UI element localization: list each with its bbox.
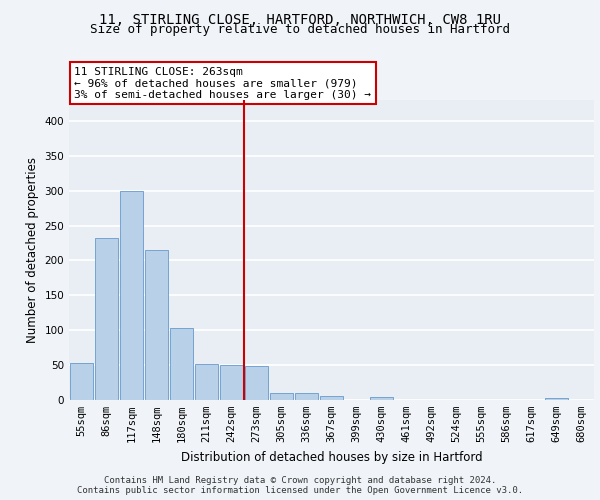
X-axis label: Distribution of detached houses by size in Hartford: Distribution of detached houses by size … [181, 450, 482, 464]
Bar [145, 250, 168, 400]
Bar [320, 396, 343, 400]
Bar [220, 365, 243, 400]
Text: 11 STIRLING CLOSE: 263sqm
← 96% of detached houses are smaller (979)
3% of semi-: 11 STIRLING CLOSE: 263sqm ← 96% of detac… [74, 67, 371, 100]
Bar [245, 366, 268, 400]
Bar [170, 328, 193, 400]
Bar [270, 393, 293, 400]
Bar [120, 190, 143, 400]
Bar [545, 398, 568, 400]
Y-axis label: Number of detached properties: Number of detached properties [26, 157, 39, 343]
Bar [95, 238, 118, 400]
Bar [195, 364, 218, 400]
Text: 11, STIRLING CLOSE, HARTFORD, NORTHWICH, CW8 1RU: 11, STIRLING CLOSE, HARTFORD, NORTHWICH,… [99, 12, 501, 26]
Bar [295, 393, 318, 400]
Text: Contains HM Land Registry data © Crown copyright and database right 2024.
Contai: Contains HM Land Registry data © Crown c… [77, 476, 523, 495]
Text: Size of property relative to detached houses in Hartford: Size of property relative to detached ho… [90, 22, 510, 36]
Bar [370, 397, 393, 400]
Bar [70, 363, 93, 400]
